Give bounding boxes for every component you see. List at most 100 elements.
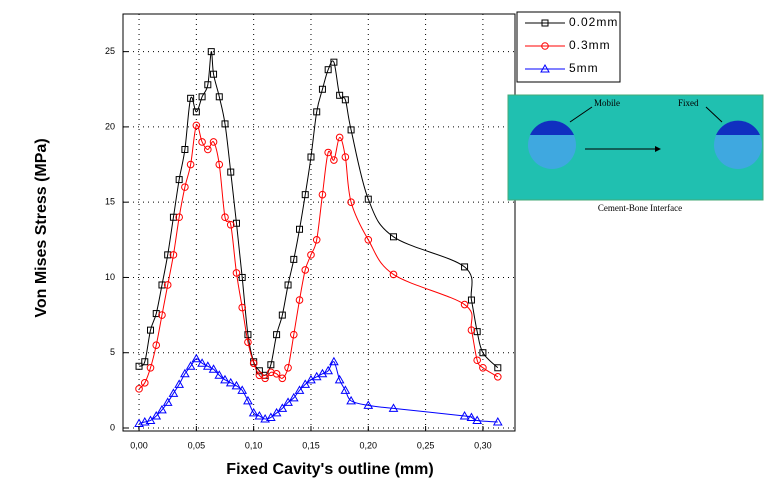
marker: [267, 368, 275, 377]
marker: [135, 385, 143, 393]
marker: [238, 303, 247, 312]
marker: [467, 326, 476, 334]
marker: [145, 415, 156, 424]
marker: [204, 81, 212, 89]
marker: [181, 145, 189, 153]
x-tick-label: 0,05: [188, 440, 206, 450]
marker: [210, 70, 218, 78]
marker: [461, 263, 469, 271]
marker: [340, 385, 351, 394]
marker: [312, 236, 321, 244]
pointer: [705, 106, 723, 123]
y-tick-label: 20: [105, 121, 115, 131]
marker: [147, 326, 155, 334]
marker: [284, 363, 292, 372]
marker: [215, 160, 224, 169]
marker: [324, 148, 332, 157]
marker: [169, 251, 178, 259]
plot-frame: [122, 13, 516, 432]
marker: [289, 330, 298, 339]
marker: [318, 85, 326, 93]
marker: [460, 300, 469, 309]
marker: [388, 403, 399, 412]
marker: [261, 374, 269, 383]
marker: [215, 93, 223, 101]
marker: [163, 281, 172, 289]
marker: [175, 176, 183, 184]
y-tick-label: 15: [105, 197, 115, 207]
marker: [168, 388, 179, 397]
marker: [243, 395, 253, 405]
marker: [207, 48, 215, 56]
marker: [288, 392, 299, 402]
marker: [277, 403, 288, 412]
marker: [260, 413, 270, 423]
marker: [472, 415, 483, 424]
marker: [187, 94, 195, 102]
marker: [248, 407, 259, 417]
series-line: [138, 51, 499, 376]
marker: [139, 416, 150, 426]
marker: [329, 356, 339, 366]
marker: [158, 281, 166, 289]
marker: [152, 341, 161, 349]
annotation: Mobile: [594, 98, 620, 108]
marker: [347, 126, 355, 134]
marker: [278, 374, 287, 383]
legend-marker: [540, 63, 550, 73]
series-line: [138, 124, 499, 390]
marker: [174, 379, 185, 388]
pointer: [569, 106, 593, 123]
legend: [516, 11, 621, 83]
marker: [330, 156, 338, 164]
marker: [459, 410, 470, 420]
marker: [295, 296, 304, 304]
marker: [221, 213, 229, 222]
marker: [300, 379, 311, 388]
marker: [231, 380, 242, 390]
marker: [227, 168, 235, 176]
marker: [141, 358, 149, 366]
marker: [272, 369, 281, 378]
marker: [254, 410, 265, 420]
marker: [197, 358, 207, 367]
marker: [330, 58, 338, 66]
marker: [290, 255, 298, 263]
marker: [135, 362, 143, 370]
marker: [158, 311, 166, 319]
marker: [479, 363, 487, 372]
marker: [389, 270, 398, 279]
x-tick-label: 0,25: [417, 440, 435, 450]
y-tick-label: 5: [110, 347, 115, 357]
marker: [232, 269, 241, 277]
series-line: [138, 358, 498, 424]
marker: [284, 281, 292, 289]
marker: [209, 138, 218, 146]
marker: [323, 365, 334, 375]
marker: [324, 66, 332, 74]
marker: [226, 220, 235, 229]
marker: [341, 153, 350, 161]
marker: [347, 198, 355, 206]
marker: [244, 331, 252, 339]
marker: [164, 251, 172, 259]
legend-label: 0.02mm: [569, 15, 618, 29]
marker: [221, 120, 229, 128]
marker: [307, 153, 315, 161]
y-tick-label: 0: [110, 422, 115, 432]
marker: [307, 251, 315, 259]
marker: [181, 183, 189, 191]
marker: [364, 236, 373, 244]
annotation: Cement-Bone Interface: [598, 203, 682, 213]
marker: [267, 361, 275, 369]
marker: [249, 359, 258, 368]
marker: [175, 213, 183, 222]
marker: [220, 374, 230, 384]
marker: [204, 145, 212, 154]
marker: [313, 108, 321, 116]
marker: [237, 385, 248, 394]
sphere-cap: [716, 120, 760, 135]
sphere-cap: [530, 120, 574, 135]
